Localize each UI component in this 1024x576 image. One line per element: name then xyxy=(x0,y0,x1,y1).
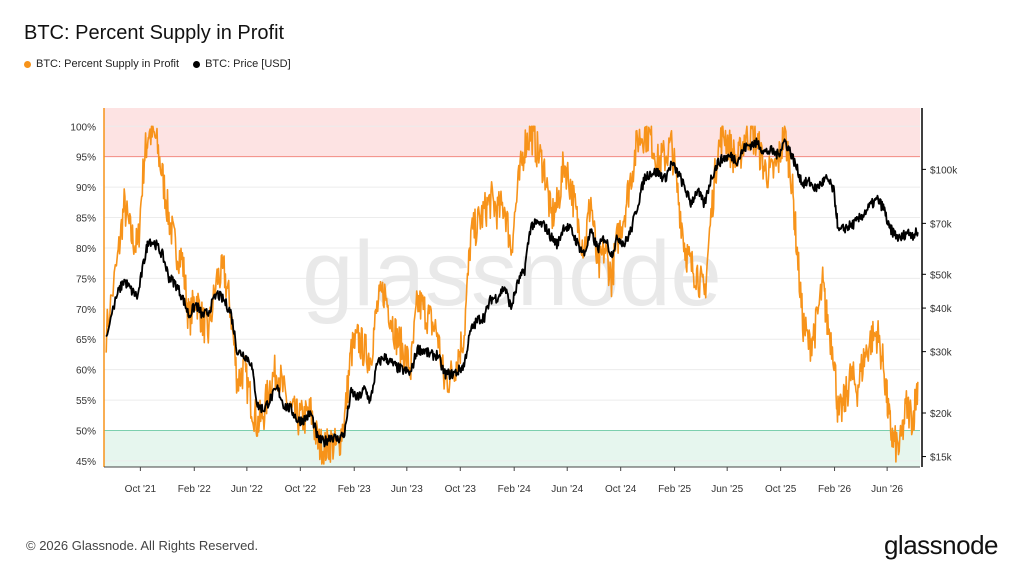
y-right-tick-4: $30k xyxy=(930,348,953,359)
y-left-tick-2: 90% xyxy=(76,183,96,194)
watermark-text: glassnode xyxy=(302,223,721,325)
y-right-tick-0: $100k xyxy=(930,165,958,176)
footer-copyright: © 2026 Glassnode. All Rights Reserved. xyxy=(26,538,259,553)
chart-title: BTC: Percent Supply in Profit xyxy=(24,22,285,44)
y-left-tick-10: 50% xyxy=(76,426,96,437)
y-left-tick-3: 85% xyxy=(76,214,96,225)
x-tick-12: Oct '25 xyxy=(765,484,797,495)
chart-legend: BTC: Percent Supply in Profit BTC: Price… xyxy=(24,58,291,70)
lower-band xyxy=(104,430,920,467)
legend-item-price[interactable]: BTC: Price [USD] xyxy=(193,58,291,70)
y-left-tick-6: 70% xyxy=(76,305,96,316)
x-tick-4: Feb '23 xyxy=(338,484,371,495)
x-tick-1: Feb '22 xyxy=(178,484,211,495)
series-btc-price xyxy=(105,137,919,448)
x-tick-0: Oct '21 xyxy=(125,484,157,495)
y-left-tick-11: 45% xyxy=(76,457,96,468)
x-tick-14: Jun '26 xyxy=(871,484,903,495)
x-tick-8: Jun '24 xyxy=(551,484,583,495)
x-tick-5: Jun '23 xyxy=(391,484,423,495)
x-tick-11: Jun '25 xyxy=(711,484,743,495)
upper-band xyxy=(104,108,920,157)
y-left-tick-7: 65% xyxy=(76,335,96,346)
x-tick-6: Oct '23 xyxy=(445,484,477,495)
footer-logo: glassnode xyxy=(883,530,999,560)
y-left-tick-1: 95% xyxy=(76,153,96,164)
series-supply-in-profit xyxy=(105,125,919,465)
y-left-tick-5: 75% xyxy=(76,274,96,285)
y-left-tick-4: 80% xyxy=(76,244,96,255)
y-right-tick-5: $20k xyxy=(930,409,953,420)
x-tick-3: Oct '22 xyxy=(285,484,317,495)
y-right-tick-1: $70k xyxy=(930,219,953,230)
y-left-tick-8: 60% xyxy=(76,366,96,377)
x-tick-10: Feb '25 xyxy=(658,484,691,495)
legend-swatch-supply xyxy=(24,60,31,68)
x-tick-7: Feb '24 xyxy=(498,484,531,495)
y-left-tick-0: 100% xyxy=(70,122,96,133)
y-right-tick-6: $15k xyxy=(930,453,953,464)
legend-swatch-price xyxy=(193,60,201,68)
y-right-tick-2: $50k xyxy=(930,270,953,281)
legend-label-supply: BTC: Percent Supply in Profit xyxy=(36,58,180,70)
legend-label-price: BTC: Price [USD] xyxy=(205,58,291,70)
legend-item-supply[interactable]: BTC: Percent Supply in Profit xyxy=(24,58,179,70)
x-tick-2: Jun '22 xyxy=(231,484,263,495)
y-left-tick-9: 55% xyxy=(76,396,96,407)
y-right-tick-3: $40k xyxy=(930,304,953,315)
x-tick-9: Oct '24 xyxy=(605,484,637,495)
x-tick-13: Feb '26 xyxy=(818,484,851,495)
